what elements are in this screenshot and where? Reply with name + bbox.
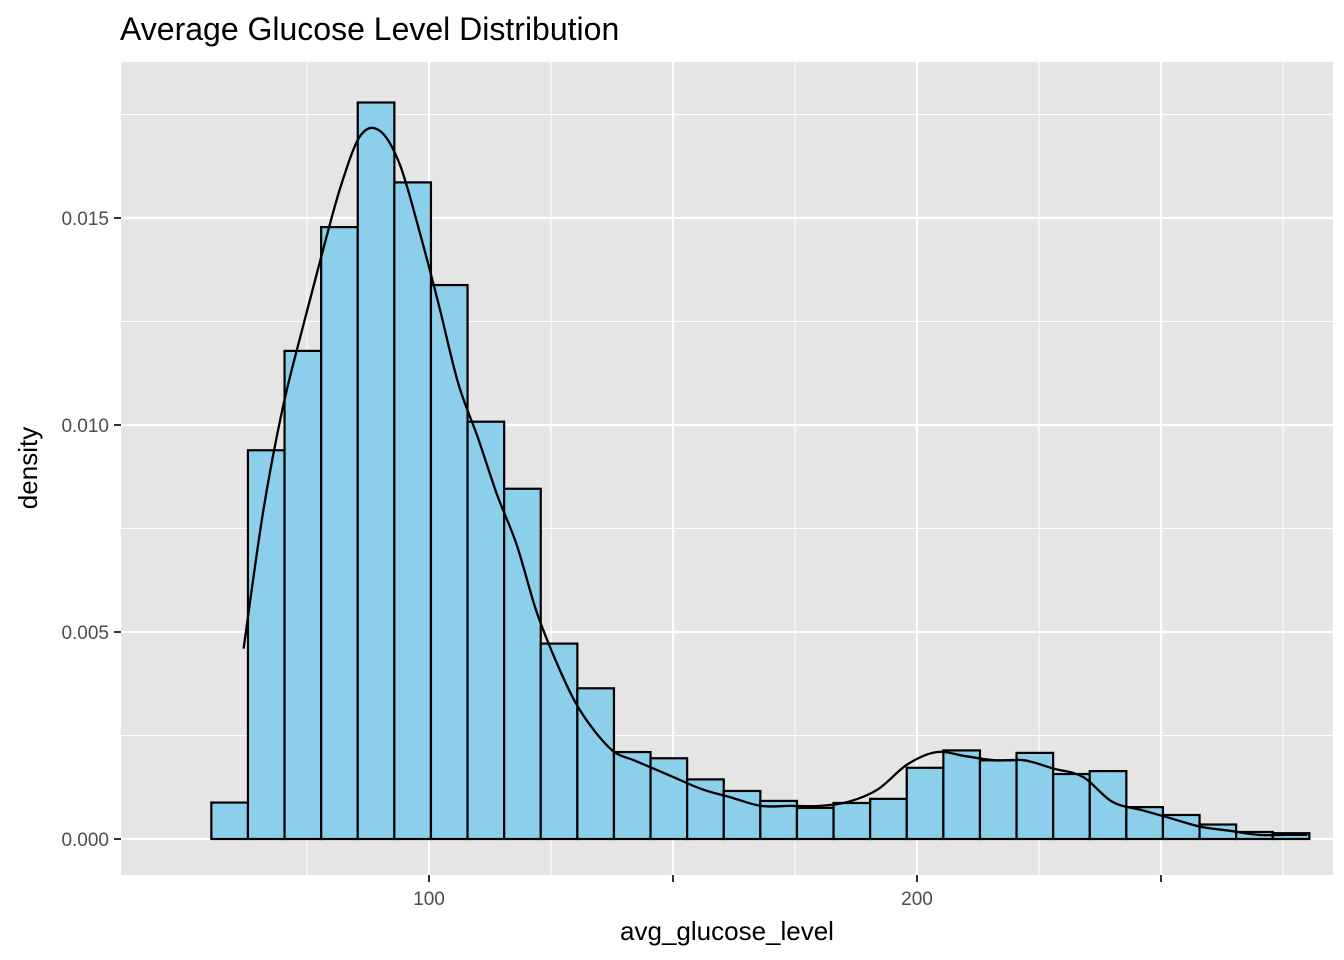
histogram-bar (210, 801, 250, 841)
x-axis-ticks: 100 200 (413, 875, 1162, 910)
histogram-bar (869, 797, 908, 841)
y-tick-label: 0.010 (61, 416, 109, 437)
histogram-bar (283, 349, 323, 841)
histogram-bar (393, 181, 433, 841)
y-axis-title: density (13, 427, 43, 509)
histogram-bar (246, 449, 286, 841)
histogram-bar (722, 789, 762, 841)
histogram-bar (686, 778, 725, 841)
histogram-bar (795, 806, 835, 841)
histogram-bar (576, 687, 616, 841)
chart-title: Average Glucose Level Distribution (120, 11, 619, 47)
histogram-bar (942, 749, 982, 841)
histogram-bar (539, 642, 579, 841)
histogram-bar (649, 757, 689, 841)
x-tick-label: 200 (901, 889, 933, 910)
y-tick-label: 0.005 (61, 623, 109, 644)
histogram-bar (1125, 806, 1165, 841)
histogram-bar (320, 226, 359, 841)
histogram-bar (832, 801, 872, 841)
histogram-bar (978, 759, 1018, 841)
histogram-bar (503, 487, 542, 841)
y-tick-label: 0.015 (61, 209, 109, 230)
histogram-bar (1052, 772, 1091, 841)
histogram-bars (210, 101, 1311, 841)
y-axis-ticks: 0.000 0.005 0.010 0.015 (61, 209, 121, 851)
histogram-bar (466, 420, 506, 841)
density-curve-line (242, 126, 1308, 837)
histogram-bar (429, 283, 469, 841)
y-tick-label: 0.000 (61, 830, 109, 851)
histogram-bar (356, 101, 396, 841)
histogram-bar (905, 766, 945, 841)
x-axis-title: avg_glucose_level (620, 916, 834, 946)
x-tick-label: 100 (413, 889, 445, 910)
